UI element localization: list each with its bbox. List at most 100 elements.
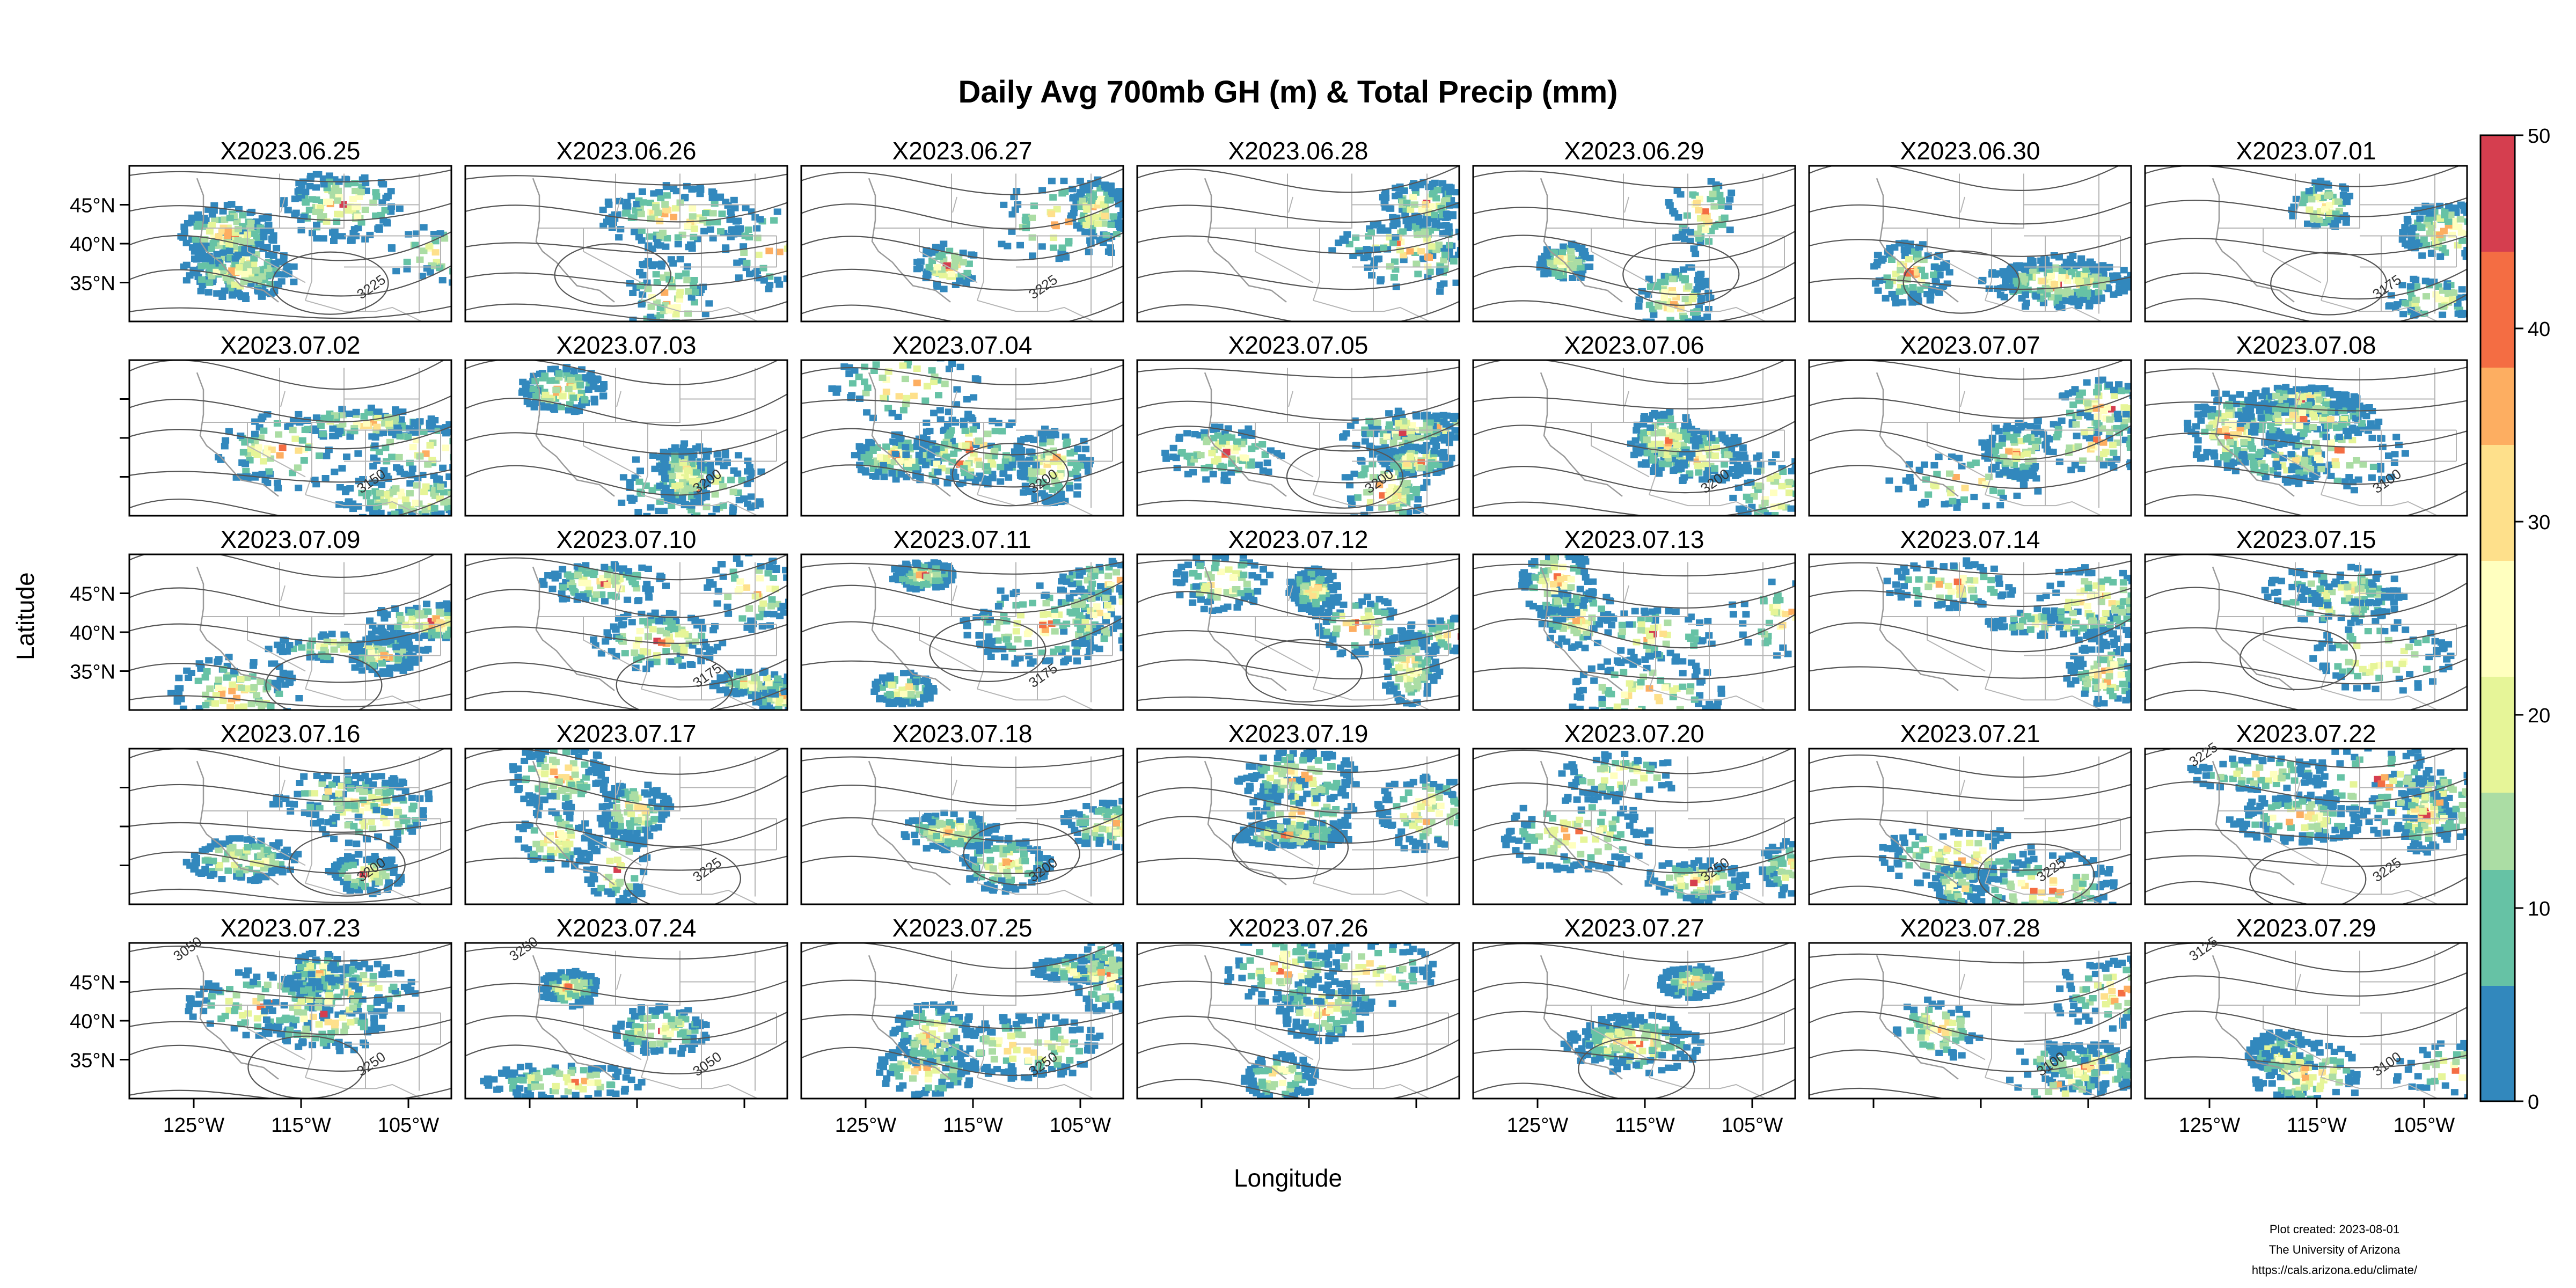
precip-field [1173,554,1459,707]
coastline [1540,178,1623,303]
panel-title: X2023.06.25 [221,137,361,165]
colorbar-swatch [2480,174,2515,213]
panel-title: X2023.07.27 [1564,914,1704,942]
lon-tick-label: 125°W [835,1114,897,1137]
gh-contours [1809,560,2131,679]
lon-tick-label: 105°W [1722,1114,1783,1137]
coastline [196,372,279,497]
colorbar-swatch [2480,328,2515,368]
x-axis-label: Longitude [1233,1164,1343,1192]
map-panel: X2023.07.27 125°W 115°W 105°W [1472,914,1796,1137]
panel-title: X2023.07.20 [1564,720,1704,748]
gh-contours [2145,367,2467,516]
lon-tick-label: 115°W [271,1114,331,1137]
map-panel: X2023.07.09 45°N 40°N 35°N [70,525,452,711]
state-boundaries [874,756,1113,904]
panel-frame [464,748,788,905]
lat-tick-label: 40°N [70,622,115,645]
panel-frame [800,165,1124,323]
colorbar-tick-label: 10 [2528,898,2550,920]
panel-frame [1472,942,1796,1100]
gh-contours [465,360,787,496]
contour-label: 3225 [1026,272,1060,303]
panel-frame [1472,359,1796,517]
coastline [1204,955,1287,1080]
state-boundaries [2218,368,2457,516]
colorbar-swatch [2480,676,2515,715]
panel-title: X2023.07.02 [221,331,361,359]
coastline [1204,178,1287,303]
gh-contours [129,554,451,710]
panel-title: X2023.07.04 [892,331,1033,359]
gh-contours [801,943,1123,1076]
panel-frame [2144,359,2468,517]
colorbar-swatch [2480,444,2515,484]
panel-title: X2023.07.17 [557,720,697,748]
map-panel: X2023.07.15 [2144,525,2468,711]
colorbar-swatch [2480,213,2515,252]
precip-field [1536,178,1736,321]
lat-tick-label: 40°N [70,1011,115,1033]
map-panel: X2023.07.01 [2144,137,2468,323]
colorbar-swatch [2480,1063,2515,1102]
map-panel: X2023.07.28 [1808,914,2132,1108]
map-panel: X2023.06.28 [1136,137,1460,323]
state-boundaries [538,173,777,321]
coastline [2212,566,2295,691]
plot-credits: Plot created: 2023-08-01 The University … [2147,1219,2522,1280]
map-panel: X2023.06.27 [800,137,1124,323]
gh-contours [1137,166,1459,321]
coastline [196,955,279,1080]
panel-frame [800,359,1124,517]
gh-contours [1473,562,1795,680]
map-panel: X2023.07.04 [800,331,1124,517]
coastline [2212,178,2295,303]
panel-frame [1808,359,2132,517]
gh-contours [2145,166,2467,321]
state-boundaries [1546,173,1785,321]
colorbar-swatch [2480,792,2515,831]
map-panel: X2023.07.17 [464,720,788,905]
panel-title: X2023.07.29 [2236,914,2376,942]
state-boundaries [1210,756,1449,904]
map-panel: X2023.07.07 [1808,331,2132,517]
contour-label: 3225 [2369,854,2404,885]
gh-contours [465,945,787,1074]
gh-contours [1137,943,1459,1099]
map-panel: X2023.07.23 45°N 40°N 35°N 125°W 115°W 105°W [70,914,452,1137]
panel-frame [2144,942,2468,1100]
panel-title: X2023.07.18 [892,720,1033,748]
map-panel: X2023.07.19 [1136,720,1460,905]
colorbar-swatch [2480,135,2515,174]
precip-field [1883,557,2131,707]
lon-tick-label: 105°W [378,1114,440,1137]
panel-title: X2023.07.24 [557,914,697,942]
gh-contours [801,561,1123,683]
panel-title: X2023.07.05 [1228,331,1368,359]
precip-field [539,554,787,710]
coastline [2212,760,2295,885]
panel-frame [1472,165,1796,323]
contour-label: 3250 [506,933,541,964]
colorbar-swatch [2480,560,2515,599]
gh-contours [1473,167,1795,321]
panel-title: X2023.07.26 [1228,914,1368,942]
map-panel: X2023.06.26 [464,137,788,323]
colorbar-swatch [2480,908,2515,947]
panel-frame [464,165,788,323]
coastline [1876,372,1959,497]
panel-title: X2023.07.23 [221,914,361,942]
state-boundaries [538,368,777,516]
precip-field [177,171,451,302]
contour-label: 3125 [2186,933,2221,964]
precip-field [1328,179,1459,295]
state-boundaries [1210,950,1449,1099]
state-boundaries [874,368,1113,516]
panel-title: X2023.07.11 [893,525,1031,553]
contour-label: 3050 [170,933,205,964]
panel-frame [2144,165,2468,323]
panel-title: X2023.06.27 [892,137,1033,165]
panel-title: X2023.07.19 [1228,720,1368,748]
